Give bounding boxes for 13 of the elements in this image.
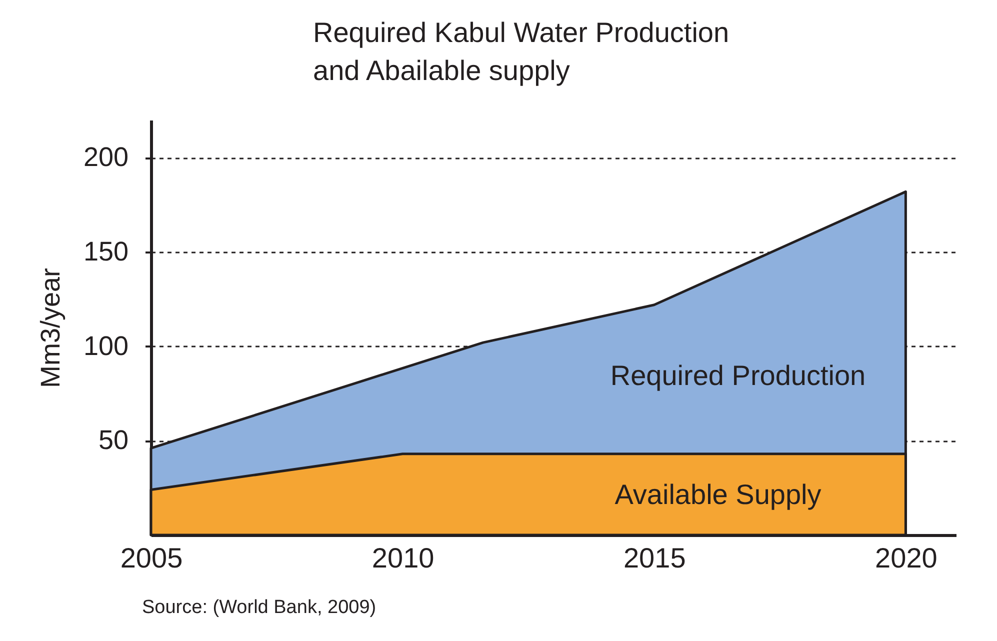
series-label: Available Supply xyxy=(614,479,822,510)
x-tick-label: 2020 xyxy=(875,542,938,574)
y-tick-label: 100 xyxy=(83,330,128,361)
chart-title: Required Kabul Water Production and Abailable supply xyxy=(313,17,730,86)
x-tick-label: 2005 xyxy=(120,542,183,574)
y-tick-label: 150 xyxy=(83,236,128,267)
x-tick-label: 2010 xyxy=(372,542,434,574)
y-tick-label: 200 xyxy=(83,142,128,172)
series-label: Required Production xyxy=(610,360,866,391)
y-axis-title: Mm3/year xyxy=(35,268,66,388)
source-note: Source: (World Bank, 2009) xyxy=(142,597,376,618)
x-tick-label: 2015 xyxy=(623,542,686,574)
y-tick-label: 50 xyxy=(98,425,128,456)
